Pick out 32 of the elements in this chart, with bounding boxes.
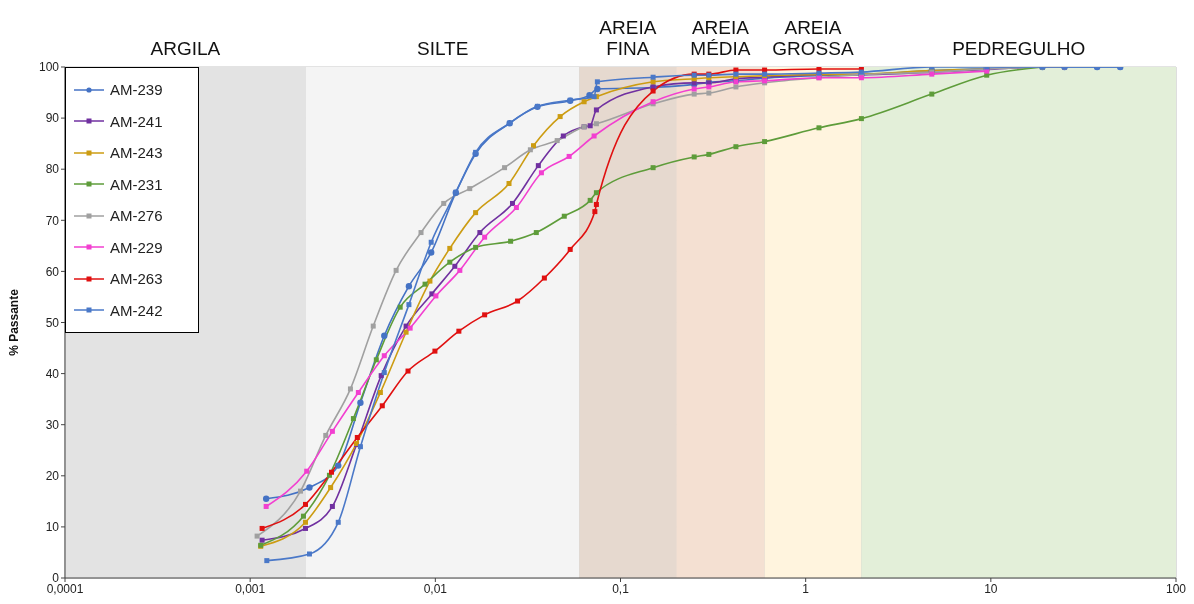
y-tick-label: 40 [45, 366, 60, 381]
y-tick-label: 50 [45, 315, 60, 330]
x-tick-label: 10 [984, 581, 998, 596]
y-tick-label: 10 [45, 520, 60, 535]
legend-label: AM-229 [110, 238, 163, 256]
y-tick-label: 70 [45, 213, 60, 228]
y-tick-label: 90 [45, 111, 60, 126]
y-axis-title: % Passante [7, 288, 22, 356]
y-tick-label: 100 [38, 60, 60, 75]
x-tick-label: 1 [802, 581, 810, 596]
band-label: AREIA GROSSA [772, 17, 854, 59]
y-tick-label: 60 [45, 264, 60, 279]
x-tick-label: 0,001 [235, 581, 266, 596]
legend-label: AM-239 [110, 81, 163, 99]
band-label: ARGILA [150, 38, 221, 59]
legend-label: AM-263 [110, 270, 163, 288]
y-tick-label: 30 [45, 417, 60, 432]
legend-label: AM-231 [110, 175, 163, 193]
y-tick-label: 80 [45, 162, 60, 177]
x-tick-label: 100 [1165, 581, 1187, 596]
x-tick-label: 0,1 [612, 581, 630, 596]
band-label: SILTE [416, 38, 469, 59]
legend-label: AM-276 [110, 207, 163, 225]
x-tick-label: 0,0001 [46, 581, 84, 596]
band-label: AREIA FINA [599, 17, 657, 59]
x-tick-label: 0,01 [423, 581, 448, 596]
y-tick-label: 20 [45, 469, 60, 484]
legend-label: AM-241 [110, 112, 163, 130]
band-label: PEDREGULHO [952, 38, 1086, 59]
legend-label: AM-242 [110, 301, 163, 319]
legend-label: AM-243 [110, 144, 163, 162]
band-label: AREIA MÉDIA [690, 17, 751, 59]
